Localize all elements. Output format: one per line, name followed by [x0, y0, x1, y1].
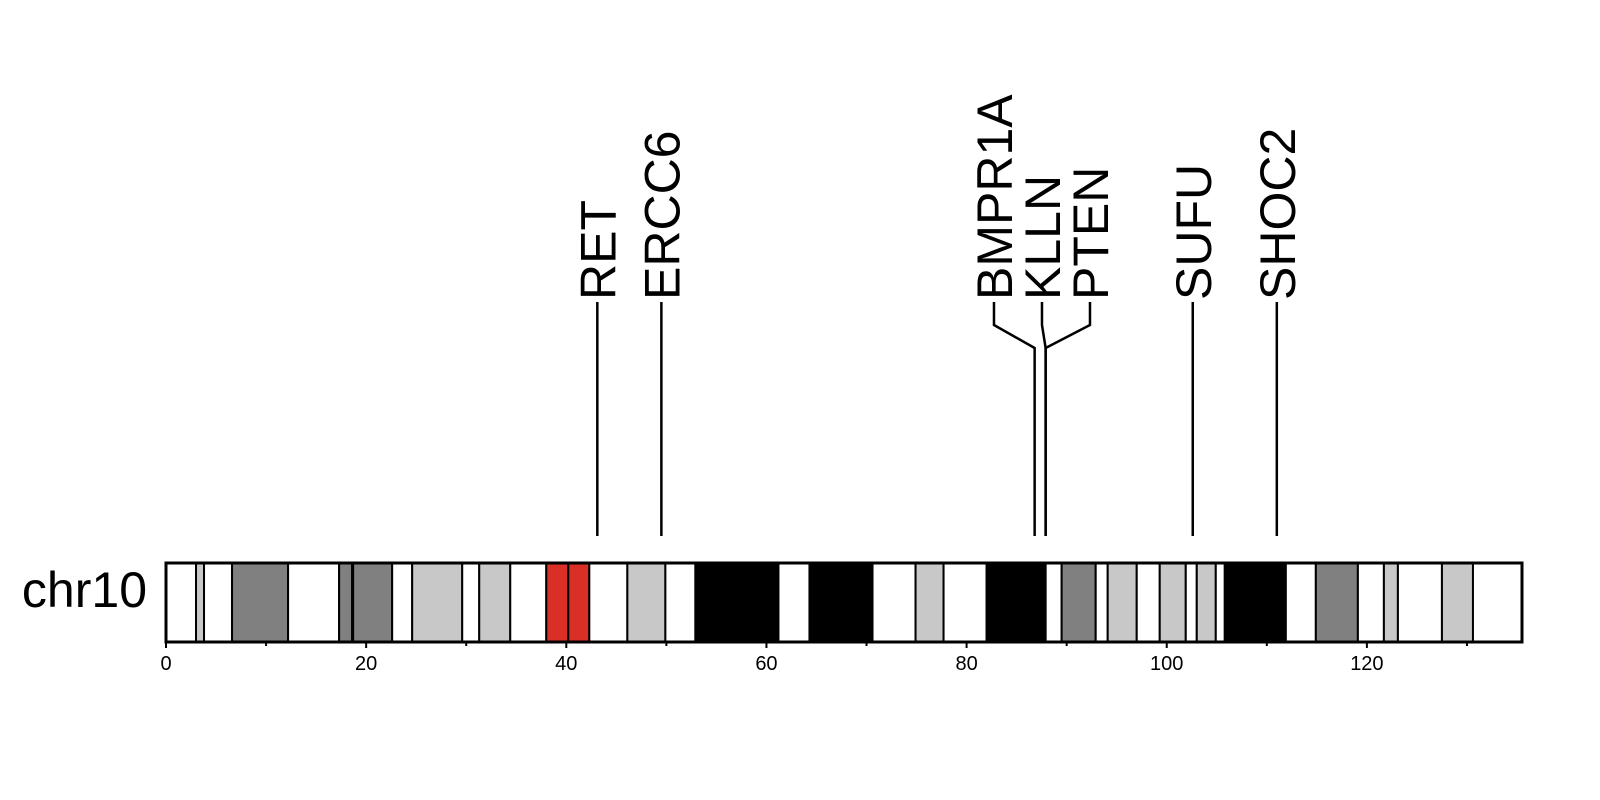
band-gneg: [778, 563, 809, 642]
band-gneg: [510, 563, 546, 642]
band-gpos25: [1160, 563, 1186, 642]
band-gpos50: [353, 563, 392, 642]
band-gneg: [944, 563, 987, 642]
tick-label: 60: [755, 653, 777, 675]
band-gpos25: [1384, 563, 1398, 642]
band-gneg: [1473, 563, 1522, 642]
band-gneg: [1286, 563, 1316, 642]
gene-label-sufu: SUFU: [1166, 164, 1222, 300]
band-gneg: [1096, 563, 1108, 642]
band-gpos100: [809, 563, 872, 642]
band-gpos25: [627, 563, 665, 642]
gene-label-pten: PTEN: [1063, 167, 1119, 300]
band-gpos100: [987, 563, 1046, 642]
band-gpos25: [196, 563, 204, 642]
band-gpos100: [1225, 563, 1286, 642]
x-axis: 0 20 40 60 80 100 120: [160, 642, 1522, 675]
band-gpos25: [479, 563, 510, 642]
band-gpos25: [412, 563, 462, 642]
band-gneg: [873, 563, 916, 642]
band-gneg: [1137, 563, 1160, 642]
band-gneg: [1398, 563, 1442, 642]
band-gpos50: [1316, 563, 1358, 642]
tick-label: 120: [1350, 653, 1383, 675]
band-gneg: [1216, 563, 1225, 642]
band-acen: [568, 563, 589, 642]
band-gneg: [204, 563, 232, 642]
band-gpos25: [916, 563, 944, 642]
gene-connectors: [597, 302, 1277, 536]
band-gneg: [1358, 563, 1384, 642]
gene-connector-pten: [1046, 302, 1090, 536]
gene-label-ret: RET: [570, 200, 626, 300]
band-gpos25: [1442, 563, 1473, 642]
band-gneg: [589, 563, 627, 642]
tick-label: 40: [555, 653, 577, 675]
band-gneg: [1186, 563, 1197, 642]
band-gneg: [665, 563, 695, 642]
chromosome-name: chr10: [22, 562, 147, 618]
band-gpos50: [232, 563, 288, 642]
tick-label: 20: [355, 653, 377, 675]
band-gneg: [288, 563, 339, 642]
tick-label: 80: [955, 653, 977, 675]
gene-label-ercc6: ERCC6: [634, 131, 690, 300]
band-acen: [546, 563, 568, 642]
tick-label: 0: [160, 653, 171, 675]
band-gpos25: [1108, 563, 1137, 642]
band-gpos100: [695, 563, 778, 642]
band-gneg: [166, 563, 196, 642]
band-gneg: [392, 563, 412, 642]
band-gpos50: [1062, 563, 1096, 642]
band-gpos50: [339, 563, 352, 642]
chromosome-bands: [166, 563, 1522, 642]
gene-connector-bmpr1a: [994, 302, 1035, 536]
tick-label: 100: [1150, 653, 1183, 675]
band-gpos25: [1197, 563, 1216, 642]
gene-label-shoc2: SHOC2: [1250, 128, 1306, 300]
band-gneg: [462, 563, 479, 642]
band-gneg: [1046, 563, 1062, 642]
